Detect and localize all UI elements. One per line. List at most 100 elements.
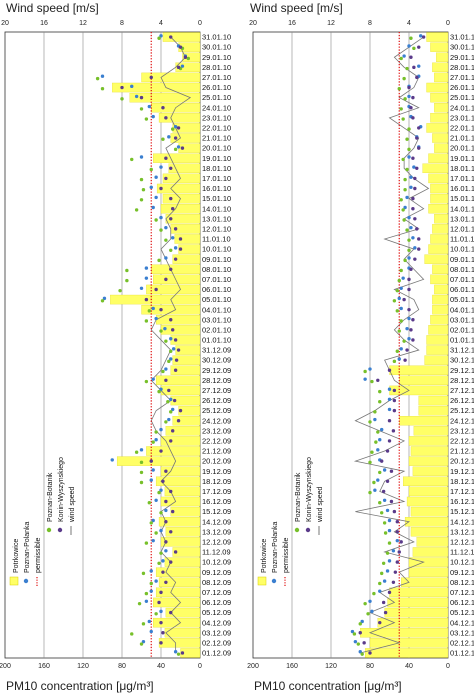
point-konin-wyszynskiego	[161, 479, 165, 484]
category-label: 27.01.10	[202, 73, 231, 82]
legend-item-potrkowice: Potrkowice	[9, 539, 20, 586]
point-konin-wyszynskiego	[411, 318, 415, 322]
bar-potrkowice	[430, 42, 449, 52]
point-poznan-polanka	[378, 438, 382, 442]
point-poznan-polanka	[134, 94, 139, 99]
point-konin-wyszynskiego	[362, 641, 366, 645]
bar-potrkowice	[155, 587, 201, 598]
point-poznan-polanka	[417, 64, 421, 68]
point-poznan-botanik	[149, 167, 153, 172]
category-label: 21.01.11	[450, 134, 474, 143]
bar-potrkowice	[160, 496, 201, 507]
category-label: 04.12.09	[202, 618, 231, 627]
point-konin-wyszynskiego	[411, 206, 415, 211]
category-label: 27.12.10	[450, 386, 474, 395]
point-poznan-botanik	[403, 188, 407, 192]
point-konin-wyszynskiego	[171, 328, 175, 332]
point-poznan-botanik	[392, 359, 397, 364]
legend-label-poznan-polanka: Poznan-Polanka	[272, 522, 279, 573]
point-poznan-botanik	[125, 278, 129, 283]
point-poznan-botanik	[141, 622, 146, 626]
category-label: 29.01.11	[450, 53, 474, 62]
point-poznan-botanik	[157, 36, 161, 40]
bar-potrkowice	[160, 203, 201, 214]
category-label: 17.01.10	[202, 174, 231, 183]
point-poznan-botanik	[402, 76, 406, 81]
point-poznan-polanka	[385, 508, 390, 513]
bar-potrkowice	[432, 224, 449, 234]
point-poznan-botanik	[376, 430, 380, 434]
point-konin-wyszynskiego	[409, 55, 413, 59]
point-konin-wyszynskiego	[176, 65, 181, 70]
point-konin-wyszynskiego	[139, 95, 144, 100]
point-poznan-botanik	[144, 117, 149, 121]
point-poznan-polanka	[382, 468, 387, 472]
category-label: 01.01.11	[450, 336, 474, 345]
point-poznan-botanik	[164, 339, 168, 343]
point-poznan-polanka	[151, 468, 155, 472]
point-poznan-polanka	[387, 518, 392, 523]
category-label: 23.12.10	[450, 426, 474, 435]
bar-potrkowice	[430, 274, 449, 285]
point-poznan-botanik	[403, 97, 407, 101]
point-konin-wyszynskiego	[173, 227, 178, 231]
point-poznan-botanik	[407, 238, 411, 242]
category-label: 03.12.10	[450, 628, 474, 637]
point-poznan-polanka	[102, 296, 107, 301]
point-poznan-botanik	[139, 107, 144, 111]
point-poznan-botanik	[381, 561, 386, 565]
point-konin-wyszynskiego	[381, 489, 386, 494]
point-poznan-botanik	[378, 400, 382, 404]
point-poznan-polanka	[360, 619, 364, 624]
point-konin-wyszynskiego	[159, 449, 163, 453]
bar-potrkowice	[146, 446, 201, 456]
point-konin-wyszynskiego	[387, 590, 392, 595]
point-konin-wyszynskiego	[173, 257, 178, 261]
point-poznan-botanik	[144, 319, 149, 323]
category-label: 08.12.10	[450, 578, 474, 587]
category-label: 16.01.10	[202, 184, 231, 193]
bar-potrkowice	[377, 617, 449, 628]
bar-potrkowice	[410, 506, 449, 517]
point-poznan-botanik	[154, 218, 158, 222]
point-poznan-botanik	[358, 622, 362, 626]
point-poznan-botanik	[401, 117, 405, 121]
bar-potrkowice	[432, 62, 449, 73]
chart-panel-2009-10: 200 160 120 80 40 020 16 12 8 4 031.01.1030.01.102…	[0, 1, 231, 693]
bar-potrkowice	[426, 32, 449, 42]
category-label: 07.01.11	[450, 275, 474, 284]
bar-potrkowice	[160, 325, 201, 335]
point-poznan-polanka	[350, 629, 355, 634]
category-label: 19.01.10	[202, 154, 231, 163]
category-label: 11.12.10	[450, 548, 474, 557]
point-poznan-botanik	[164, 238, 168, 242]
bar-potrkowice	[412, 547, 449, 557]
point-poznan-polanka	[154, 316, 158, 321]
category-label: 21.12.09	[202, 447, 231, 456]
bar-potrkowice	[402, 476, 449, 487]
point-konin-wyszynskiego	[411, 338, 415, 342]
category-label: 22.01.11	[450, 124, 474, 133]
point-poznan-botanik	[157, 258, 161, 263]
point-poznan-polanka	[167, 135, 171, 139]
bar-potrkowice	[399, 416, 449, 426]
bar-potrkowice	[172, 355, 201, 365]
x-tick-label: 80	[118, 663, 126, 670]
point-poznan-polanka	[419, 34, 423, 38]
bar-potrkowice	[430, 113, 449, 123]
point-poznan-polanka	[387, 407, 392, 412]
bar-potrkowice	[155, 476, 201, 487]
category-label: 09.12.10	[450, 568, 474, 577]
bar-potrkowice	[436, 52, 449, 62]
point-poznan-botanik	[125, 268, 129, 273]
category-label: 28.01.10	[202, 63, 231, 72]
bar-potrkowice	[160, 466, 201, 476]
point-poznan-botanik	[154, 531, 158, 535]
point-konin-wyszynskiego	[174, 358, 179, 362]
bar-potrkowice	[430, 183, 449, 194]
category-label: 10.01.11	[450, 245, 474, 254]
point-poznan-botanik	[356, 642, 360, 646]
category-label: 27.01.11	[450, 73, 474, 82]
point-poznan-polanka	[387, 387, 392, 391]
point-poznan-polanka	[159, 609, 163, 614]
